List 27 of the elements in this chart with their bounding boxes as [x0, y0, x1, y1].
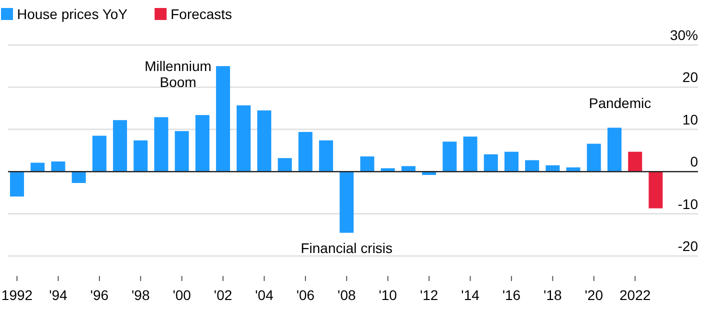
x-tick-label: '18 — [544, 287, 562, 303]
y-tick-label: 20 — [682, 69, 698, 86]
x-tick-label: 1992 — [1, 287, 33, 303]
y-tick-label: -20 — [678, 238, 698, 254]
x-tick-label: '10 — [378, 287, 398, 303]
annotation: Pandemic — [588, 95, 652, 111]
annotation: Financial crisis — [300, 240, 393, 256]
x-tick-label: '12 — [420, 287, 438, 303]
x-tick-label: '14 — [461, 287, 480, 303]
x-tick-label: '16 — [502, 287, 521, 303]
x-tick-label: '06 — [296, 287, 315, 303]
x-tick-label: '98 — [131, 287, 150, 303]
x-tick-label: '02 — [214, 287, 232, 303]
legend-label: House prices YoY — [17, 6, 128, 22]
y-tick-label: 0 — [690, 154, 698, 170]
x-tick-label: '00 — [172, 287, 192, 303]
x-tick-label: '04 — [255, 287, 274, 303]
legend-label: Forecasts — [170, 6, 232, 22]
y-tick-label: 30% — [670, 27, 698, 43]
annotation: Millennium Boom — [144, 58, 212, 90]
x-tick-label: '96 — [90, 287, 109, 303]
x-tick-label: '94 — [49, 287, 68, 303]
y-tick-label: -10 — [678, 196, 698, 212]
x-tick-label: '20 — [584, 287, 604, 303]
y-tick-label: 10 — [682, 111, 698, 128]
x-tick-label: 2022 — [620, 287, 651, 303]
x-tick-label: '08 — [338, 287, 356, 303]
